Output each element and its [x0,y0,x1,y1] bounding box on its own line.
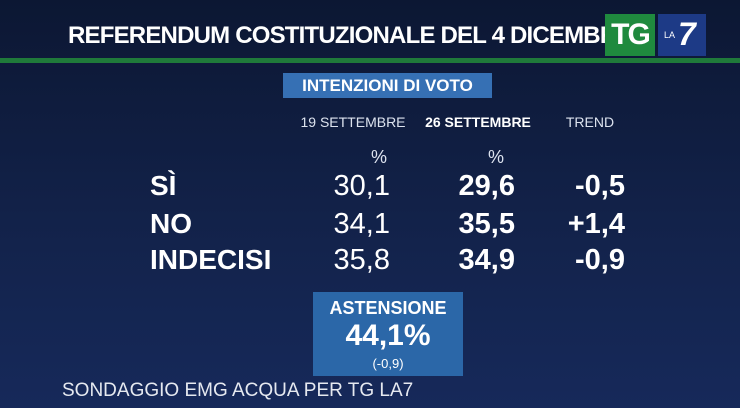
column-header: 26 SETTEMBRE [425,114,531,130]
cell: -0,9 [575,244,625,276]
column-header: TREND [565,114,615,130]
column-header: 19 SETTEMBRE [300,114,406,130]
row-label: INDECISI [150,244,272,275]
logo-la: LA [664,30,676,40]
cell: 29,6 [458,170,515,202]
astensione-change: (-0,9) [372,356,404,371]
subtitle: INTENZIONI DI VOTO [283,73,492,98]
cell: 34,1 [333,208,390,240]
unit: % [488,147,505,167]
rule [0,58,740,63]
astensione-box: ASTENSIONE 44,1% (-0,9) [313,292,463,376]
title: REFERENDUM COSTITUZIONALE DEL 4 DICEMBRE [68,22,632,49]
row-label: NO [150,208,192,239]
logo-seven: 7 [678,16,696,52]
unit: % [371,147,388,167]
cell: 34,9 [458,244,515,276]
astensione-value: 44,1% [345,319,431,352]
cell: +1,4 [567,208,625,240]
logo-la7: LA 7 [658,14,706,56]
astensione-label: ASTENSIONE [329,298,447,318]
cell: -0,5 [575,170,625,202]
logo-tg: TG [605,14,655,56]
cell: 35,5 [458,208,515,240]
footer: SONDAGGIO EMG ACQUA PER TG LA7 [62,380,414,401]
cell: 30,1 [333,170,390,202]
cell: 35,8 [333,244,390,276]
row-label: SÌ [150,170,177,201]
